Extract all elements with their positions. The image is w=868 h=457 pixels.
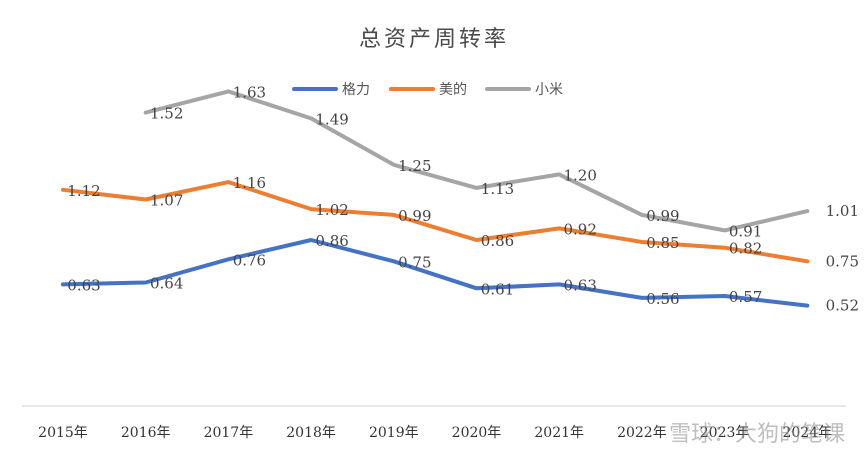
data-label: 0.76 [233,251,266,269]
x-tick-label: 2024年 [782,425,832,441]
data-label: 1.13 [481,180,514,198]
legend-label-1: 美的 [439,82,467,98]
x-tick-label: 2017年 [204,425,254,441]
data-label: 0.64 [150,275,183,293]
data-label: 0.85 [646,234,679,252]
data-label: 1.20 [563,166,596,184]
x-tick-label: 2021年 [534,425,584,441]
data-label: 1.49 [315,110,348,128]
data-label: 1.25 [398,157,431,175]
x-tick-label: 2020年 [452,425,502,441]
x-tick-label: 2018年 [286,425,336,441]
data-label: 1.63 [233,83,266,101]
legend: 格力 美的 小米 [292,82,563,98]
data-label: 0.82 [729,240,762,258]
x-tick-label: 2015年 [38,425,88,441]
data-label: 0.99 [398,207,431,225]
data-label: 0.75 [826,252,859,270]
data-label: 0.61 [481,280,514,298]
data-label: 1.02 [315,201,348,219]
x-tick-labels: 2015年 2016年 2017年 2018年 2019年 2020年 2021年 2022年… [38,425,832,441]
data-label: 1.52 [150,105,183,123]
data-label: 0.91 [729,222,762,240]
series-line-0 [61,238,810,308]
legend-label-0: 格力 [342,82,370,98]
data-label: 1.12 [67,182,100,200]
data-labels: 0.63 0.64 0.76 0.86 0.75 0.61 0.63 0.56 0.57 0.52… [67,83,859,314]
watermark-text: 雪球：大狗的笔课 [669,422,845,447]
chart-title: 总资产周转率 [359,27,509,52]
data-label: 1.07 [150,192,183,210]
data-label: 0.86 [315,232,348,250]
data-label: 0.92 [563,220,596,238]
data-label: 0.52 [826,297,859,315]
series-lines [61,89,810,308]
data-label: 0.57 [729,288,762,306]
data-label: 0.99 [646,207,679,225]
series-line-1 [61,180,810,264]
series-line-2 [143,89,810,233]
data-label: 1.16 [233,174,266,192]
data-label: 0.56 [646,290,679,308]
x-tick-label: 2019年 [369,425,419,441]
legend-label-2: 小米 [535,82,563,98]
x-tick-label: 2023年 [700,425,750,441]
x-tick-label: 2016年 [121,425,171,441]
data-label: 0.86 [481,232,514,250]
data-label: 0.63 [563,276,596,294]
data-label: 1.01 [826,202,859,220]
data-label: 0.75 [398,253,431,271]
x-tick-label: 2022年 [617,425,667,441]
data-label: 0.63 [67,276,100,294]
